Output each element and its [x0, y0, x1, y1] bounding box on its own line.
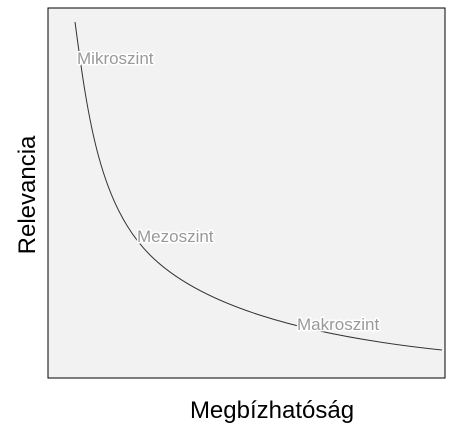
annotation: Makroszint — [297, 315, 379, 334]
plot-area — [47, 7, 446, 379]
y-axis-label: Relevancia — [14, 135, 41, 254]
x-axis-label: Megbízhatóság — [190, 397, 354, 424]
curve — [74, 21, 443, 351]
annotation: Mikroszint — [77, 49, 154, 68]
annotation: Mezoszint — [137, 227, 214, 246]
